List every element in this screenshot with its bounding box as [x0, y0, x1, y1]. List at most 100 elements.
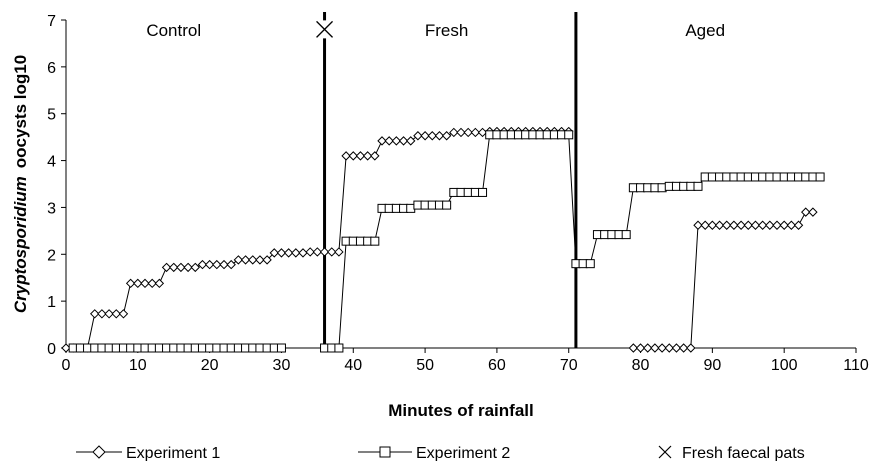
data-point-diamond: [97, 309, 107, 319]
y-tick-label: 7: [47, 13, 56, 30]
data-point-square: [370, 236, 380, 246]
data-point-diamond: [61, 343, 71, 353]
data-point-diamond: [779, 220, 789, 230]
legend-label-experiment-1: Experiment 1: [126, 445, 220, 461]
data-point-diamond: [441, 131, 452, 141]
data-point-diamond: [262, 255, 272, 265]
series-1: [61, 126, 818, 353]
x-tick-label: 30: [273, 357, 291, 374]
region-label: Fresh: [425, 21, 468, 40]
data-point-diamond: [643, 343, 653, 353]
data-point-diamond: [427, 131, 437, 141]
legend-label-experiment-2: Experiment 2: [416, 445, 510, 461]
cross-marker-icon: [658, 445, 672, 459]
data-point-diamond: [355, 151, 366, 161]
region-label: Control: [146, 21, 201, 40]
x-ticks: 0 10 20 30 40 50 60 70 80 90 100 110: [62, 348, 869, 374]
x-tick-label: 10: [129, 357, 147, 374]
x-tick-label: 100: [771, 357, 798, 374]
data-point-diamond: [650, 343, 660, 353]
data-point-diamond: [743, 220, 753, 230]
data-point-diamond: [104, 309, 114, 319]
data-point-diamond: [477, 127, 488, 138]
data-point-diamond: [808, 207, 818, 217]
y-axis-title-italic: Cryptosporidium: [11, 176, 30, 313]
y-tick-label: 6: [47, 60, 56, 77]
y-ticks: 0 1 2 3 4 5 6 7: [47, 13, 66, 358]
region-labels: Control Fresh Aged: [146, 21, 725, 40]
data-point-diamond: [678, 343, 689, 353]
region-label: Aged: [685, 21, 725, 40]
data-point-square: [621, 230, 631, 240]
data-point-square: [276, 343, 286, 353]
data-point-diamond: [334, 247, 344, 257]
data-point-diamond: [370, 151, 380, 161]
period-dividers: [323, 12, 578, 348]
data-point-diamond: [750, 220, 761, 230]
data-point-diamond: [398, 136, 409, 146]
data-point-diamond: [707, 220, 718, 230]
data-point-diamond: [212, 259, 222, 270]
data-point-diamond: [118, 309, 129, 319]
y-axis-title-rest: oocysts log10: [11, 55, 30, 168]
x-tick-label: 60: [488, 357, 506, 374]
data-point-diamond: [125, 278, 136, 289]
y-tick-label: 1: [47, 294, 56, 311]
data-point-diamond: [391, 136, 402, 146]
series-layer: [61, 126, 825, 353]
data-point-diamond: [190, 262, 200, 273]
series-line: [633, 211, 813, 349]
data-point-diamond: [801, 207, 811, 217]
data-point-diamond: [406, 136, 416, 146]
data-point-diamond: [714, 220, 725, 230]
x-tick-label: 50: [416, 357, 434, 374]
diamond-marker-icon: [92, 445, 106, 459]
data-point-diamond: [786, 220, 797, 230]
data-point-square: [478, 187, 488, 197]
data-point-diamond: [204, 259, 215, 270]
data-point-diamond: [283, 248, 294, 258]
data-point-diamond: [657, 343, 667, 353]
x-tick-label: 0: [62, 357, 71, 374]
data-point-diamond: [176, 262, 186, 273]
data-point-diamond: [161, 262, 172, 273]
data-point-diamond: [470, 127, 481, 138]
data-point-diamond: [635, 343, 646, 353]
legend-label-fresh-faecal-pats: Fresh faecal pats: [682, 445, 805, 461]
data-point-diamond: [111, 309, 121, 319]
data-point-diamond: [729, 220, 739, 230]
data-point-diamond: [233, 255, 244, 265]
y-tick-label: 5: [47, 107, 56, 124]
data-point-diamond: [377, 136, 387, 146]
data-point-diamond: [305, 247, 315, 257]
data-point-diamond: [226, 259, 236, 270]
data-point-diamond: [793, 220, 804, 230]
x-axis-title: Minutes of rainfall: [388, 401, 533, 420]
data-point-diamond: [147, 278, 157, 289]
legend-item-experiment-1: Experiment 1: [76, 445, 220, 461]
legend-item-experiment-2: Experiment 2: [358, 445, 510, 461]
data-point-diamond: [463, 127, 473, 138]
data-point-diamond: [219, 259, 229, 270]
data-point-diamond: [449, 127, 459, 138]
fresh-faecal-pats-cross: [316, 20, 334, 38]
x-tick-label: 110: [843, 357, 869, 374]
data-point-diamond: [319, 247, 330, 257]
data-point-diamond: [420, 131, 430, 141]
legend-item-fresh-faecal-pats: Fresh faecal pats: [658, 445, 805, 461]
data-point-diamond: [456, 127, 466, 138]
data-point-diamond: [736, 220, 746, 230]
data-point-diamond: [722, 220, 732, 230]
legend: Experiment 1 Experiment 2 Fresh faecal p…: [76, 445, 805, 461]
data-point-diamond: [133, 278, 143, 289]
data-point-diamond: [628, 343, 639, 353]
data-point-diamond: [671, 343, 682, 353]
data-point-square: [693, 181, 703, 191]
data-point-diamond: [90, 309, 100, 319]
x-tick-label: 90: [703, 357, 721, 374]
square-marker-icon: [379, 446, 391, 458]
y-axis-title: Cryptosporidium oocysts log10: [11, 55, 30, 313]
data-point-diamond: [327, 247, 337, 257]
data-point-diamond: [298, 248, 308, 258]
